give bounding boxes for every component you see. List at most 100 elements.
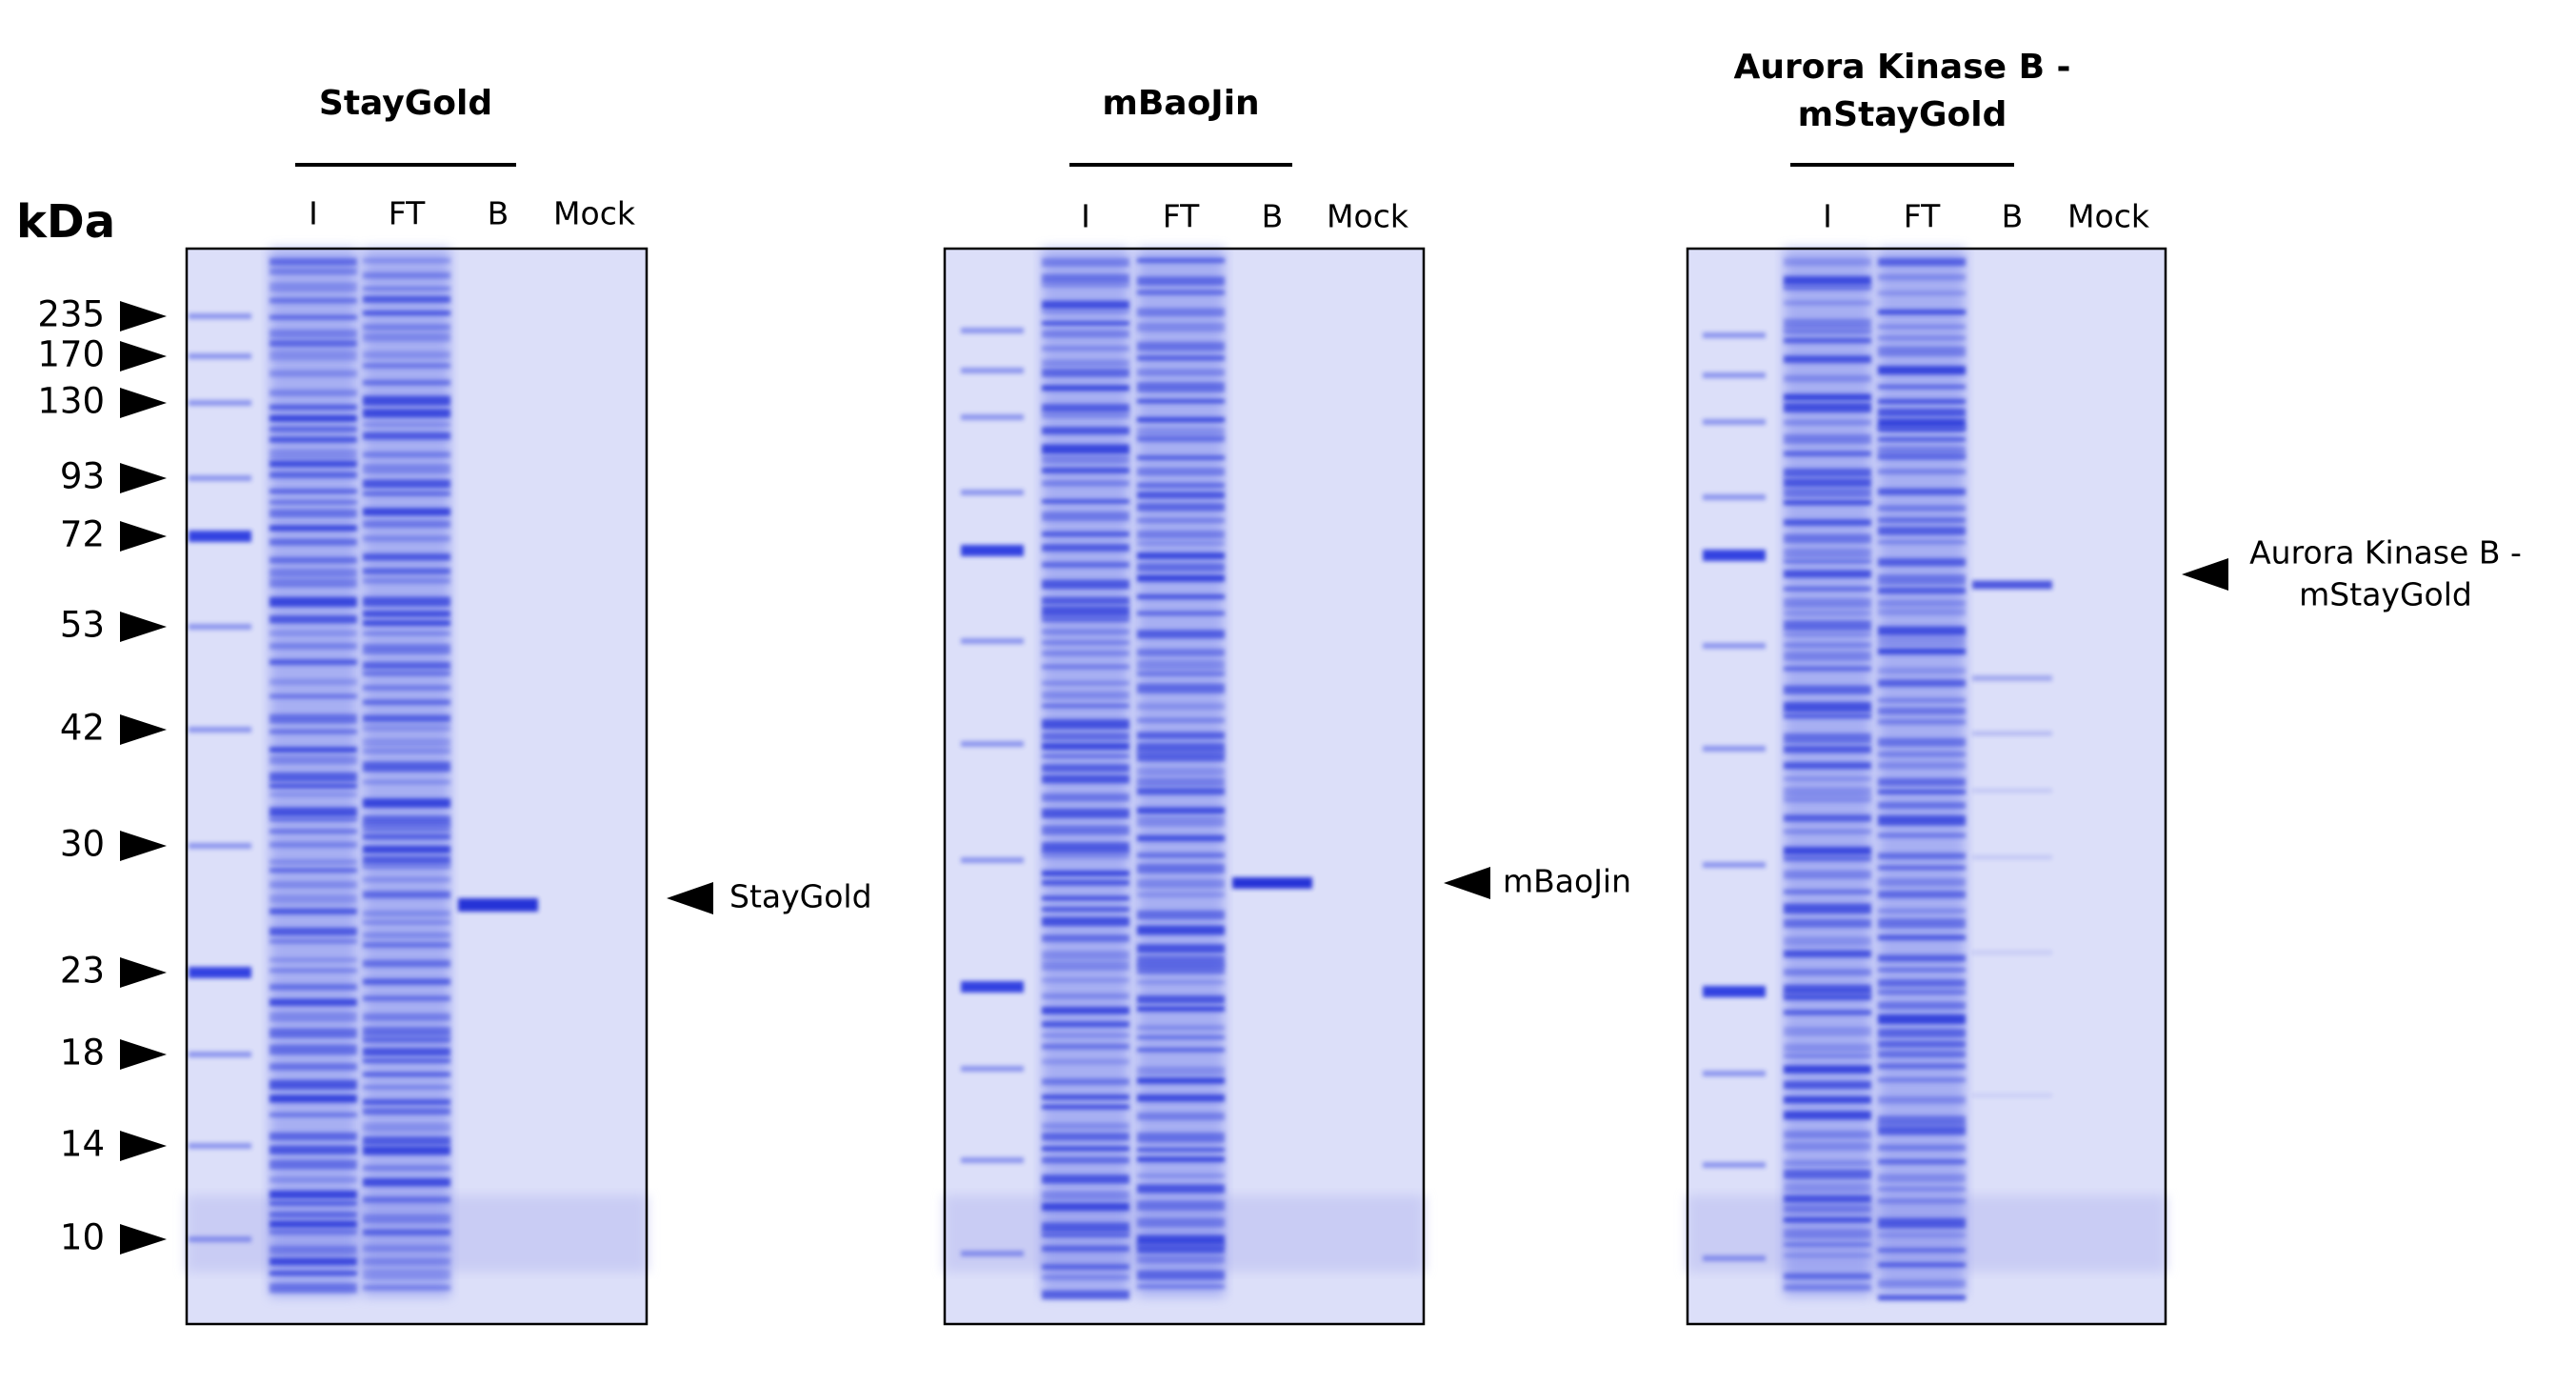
- protein-band: [1042, 916, 1129, 927]
- marker-label: 23: [60, 951, 105, 992]
- lane-label: I: [1823, 198, 1832, 235]
- protein-band: [1042, 309, 1129, 315]
- lane-label: Mock: [2067, 198, 2150, 235]
- protein-band: [1784, 419, 1871, 426]
- lane-label: FT: [1904, 198, 1941, 235]
- protein-band: [270, 859, 357, 865]
- protein-band: [1042, 1021, 1129, 1028]
- gel: [187, 249, 647, 1324]
- protein-band: [1784, 733, 1871, 744]
- protein-band: [363, 568, 450, 574]
- protein-band: [1042, 1078, 1129, 1086]
- protein-band: [270, 578, 357, 588]
- ladder-band: [961, 1157, 1024, 1163]
- protein-band: [1137, 1094, 1225, 1102]
- ladder-band: [1703, 746, 1766, 752]
- protein-band: [1137, 777, 1225, 787]
- protein-band: [1042, 368, 1129, 377]
- protein-band: [1137, 1147, 1225, 1153]
- protein-band: [1972, 675, 2052, 681]
- protein-band: [363, 491, 450, 496]
- protein-band: [1784, 1054, 1871, 1058]
- marker-arrow: [120, 1039, 167, 1070]
- protein-band: [270, 1212, 357, 1218]
- protein-band: [1137, 563, 1225, 572]
- protein-band: [1878, 1001, 1966, 1010]
- protein-band: [1137, 1184, 1225, 1194]
- protein-band: [363, 738, 450, 747]
- protein-band: [363, 1285, 450, 1291]
- protein-band: [363, 258, 450, 264]
- protein-band: [1042, 544, 1129, 552]
- protein-band: [1784, 1194, 1871, 1203]
- ladder-band: [961, 368, 1024, 373]
- protein-band: [1042, 650, 1129, 656]
- protein-band: [270, 1220, 357, 1228]
- protein-band: [1878, 777, 1966, 787]
- protein-band: [1878, 814, 1966, 826]
- protein-band: [1042, 596, 1129, 605]
- protein-band: [1137, 925, 1225, 935]
- protein-band: [1784, 685, 1871, 694]
- protein-band: [1784, 745, 1871, 753]
- ladder-band: [189, 353, 251, 359]
- protein-band: [1972, 950, 2052, 955]
- protein-band: [1878, 517, 1966, 524]
- marker-label: 72: [60, 514, 105, 555]
- protein-band: [1878, 1095, 1966, 1104]
- protein-band: [1878, 1144, 1966, 1152]
- protein-band: [1137, 910, 1225, 920]
- ladder-band: [1703, 332, 1766, 338]
- protein-band: [1042, 330, 1129, 338]
- marker-label: 30: [60, 824, 105, 865]
- protein-band: [1784, 533, 1871, 544]
- protein-band: [270, 894, 357, 904]
- protein-band: [270, 1012, 357, 1022]
- gel-title: StayGold: [319, 84, 492, 123]
- protein-band: [1878, 635, 1966, 647]
- lane-label: Mock: [1327, 198, 1409, 235]
- ladder-band: [1703, 1162, 1766, 1168]
- protein-band: [363, 479, 450, 489]
- protein-band: [1878, 751, 1966, 757]
- protein-band: [1878, 1186, 1966, 1192]
- ladder-band: [1703, 419, 1766, 425]
- protein-band: [1784, 814, 1871, 822]
- protein-band: [1137, 1255, 1225, 1264]
- protein-band: [270, 1094, 357, 1103]
- protein-band: [1784, 433, 1871, 445]
- protein-band: [1784, 889, 1871, 894]
- protein-band: [1137, 964, 1225, 974]
- protein-band: [1878, 1279, 1966, 1288]
- protein-band: [1042, 561, 1129, 568]
- protein-band: [1137, 1244, 1225, 1254]
- protein-band: [363, 577, 450, 584]
- ladder-band: [1703, 643, 1766, 649]
- protein-band: [270, 783, 357, 789]
- protein-band: [1784, 796, 1871, 803]
- protein-band: [1878, 934, 1966, 941]
- protein-band: [1878, 1115, 1966, 1127]
- protein-band: [458, 898, 538, 912]
- protein-band: [270, 807, 357, 817]
- marker-label: 53: [60, 605, 105, 646]
- protein-band: [1042, 345, 1129, 351]
- protein-band: [1784, 586, 1871, 592]
- protein-band: [1137, 1025, 1225, 1031]
- protein-band: [1878, 505, 1966, 512]
- ladder-band: [189, 1052, 251, 1057]
- protein-band: [1137, 427, 1225, 437]
- ladder-band: [1703, 372, 1766, 378]
- protein-band: [1042, 870, 1129, 876]
- marker-label: 235: [37, 294, 105, 335]
- ladder-band: [1703, 494, 1766, 500]
- marker-arrow: [120, 1224, 167, 1255]
- protein-band: [1137, 1156, 1225, 1162]
- protein-band: [1878, 853, 1966, 860]
- protein-band: [1784, 829, 1871, 834]
- protein-band: [1137, 649, 1225, 656]
- protein-band: [270, 556, 357, 564]
- protein-band: [270, 489, 357, 494]
- protein-band: [1784, 1216, 1871, 1223]
- protein-band: [1878, 707, 1966, 715]
